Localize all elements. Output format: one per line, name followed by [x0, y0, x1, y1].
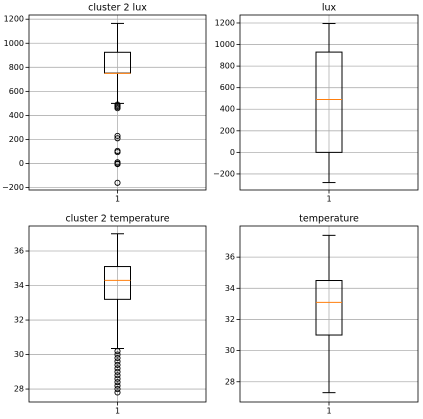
plot-frame: [28, 225, 207, 403]
flier: [114, 351, 121, 358]
y-tick-label: 600: [9, 87, 24, 96]
y-tick-label: 34: [14, 281, 24, 290]
chart-title: cluster 2 lux: [88, 3, 147, 14]
y-tick-label: 1200: [215, 18, 235, 27]
flier: [114, 361, 121, 368]
y-tick-label: 200: [9, 135, 24, 144]
y-tick-label: 36: [14, 247, 24, 256]
y-tick-label: 32: [225, 315, 235, 324]
chart-title: temperature: [299, 214, 359, 225]
flier: [114, 375, 121, 382]
plot-frame: [239, 14, 419, 191]
y-tick-label: 34: [225, 284, 235, 293]
y-tick-label: 30: [14, 350, 24, 359]
y-tick-label: 0: [19, 159, 24, 168]
flier: [114, 135, 121, 142]
y-tick-label: 800: [220, 62, 235, 71]
flier: [114, 105, 121, 112]
y-tick-label: 32: [14, 316, 24, 325]
y-tick-label: −200: [213, 169, 235, 178]
x-tick-label: 1: [115, 407, 120, 416]
flier: [114, 365, 121, 372]
flier: [114, 358, 121, 365]
y-tick-label: 1000: [215, 40, 235, 49]
box: [315, 280, 343, 336]
flier: [114, 382, 121, 389]
flier: [114, 161, 121, 168]
flier: [114, 386, 121, 393]
y-tick-label: 30: [225, 346, 235, 355]
flier: [114, 179, 121, 186]
y-tick-label: 1000: [4, 39, 24, 48]
y-tick-label: 36: [225, 253, 235, 262]
y-tick-label: 800: [9, 63, 24, 72]
x-tick-label: 1: [115, 195, 120, 204]
chart-title: lux: [322, 3, 337, 14]
y-tick-label: 200: [220, 126, 235, 135]
flier: [114, 149, 121, 156]
y-tick-label: 400: [220, 105, 235, 114]
flier: [114, 389, 121, 396]
y-tick-label: −200: [2, 183, 24, 192]
plot-frame: [28, 14, 207, 191]
chart-title: cluster 2 temperature: [65, 214, 169, 225]
y-tick-label: 600: [220, 83, 235, 92]
flier: [114, 354, 121, 362]
flier: [114, 348, 121, 355]
y-tick-label: 0: [230, 148, 235, 157]
x-tick-label: 1: [326, 195, 331, 204]
y-tick-label: 28: [14, 385, 24, 394]
box: [104, 266, 131, 300]
flier: [114, 132, 121, 139]
flier: [114, 368, 121, 375]
y-tick-label: 28: [225, 377, 235, 386]
box: [315, 51, 343, 153]
flier: [114, 372, 121, 379]
flier: [114, 379, 121, 386]
x-tick-label: 1: [326, 407, 331, 416]
y-tick-label: 1200: [4, 15, 24, 24]
plot-frame: [239, 225, 419, 403]
y-tick-label: 400: [9, 111, 24, 120]
